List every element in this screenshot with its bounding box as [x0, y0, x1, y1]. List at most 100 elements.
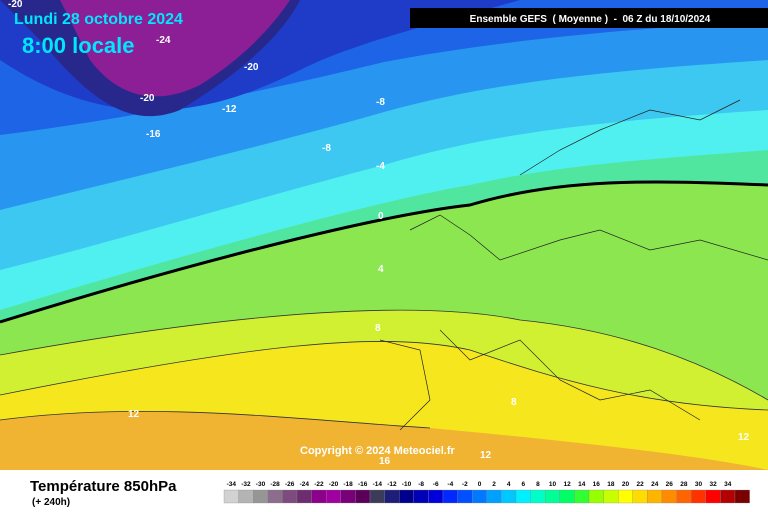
scale-swatch [282, 489, 298, 504]
scale-label: 26 [666, 481, 674, 488]
copyright: Copyright © 2024 Meteociel.fr [300, 445, 456, 457]
scale-swatch [632, 489, 648, 504]
scale-label: 22 [636, 481, 644, 488]
scale-swatch [311, 489, 327, 504]
contour-label: 12 [738, 432, 750, 443]
contour-label: -16 [146, 129, 161, 140]
contour-label: -20 [8, 0, 23, 10]
contour-label: 16 [379, 456, 391, 467]
scale-label: 32 [709, 481, 717, 488]
scale-label: 16 [593, 481, 601, 488]
date: Lundi 28 octobre 2024 [14, 11, 183, 28]
scale-swatch [399, 489, 414, 504]
scale-label: -26 [285, 481, 295, 488]
contour-label: 8 [511, 397, 517, 408]
contour-label: 4 [378, 264, 384, 275]
scale-swatch [647, 489, 663, 504]
scale-label: -2 [462, 481, 468, 488]
scale-label: -12 [387, 481, 397, 488]
scale-label: 14 [578, 481, 586, 488]
map [0, 0, 768, 470]
contour-label: -12 [222, 104, 237, 115]
scale-label: 12 [563, 481, 571, 488]
scale-swatch [296, 489, 312, 504]
contour-labels: -20 -24 -20 -20 -12 -8 -16 -8 -4 0 4 8 8 12 12 16 12 [8, 0, 750, 467]
scale-label: 34 [724, 481, 732, 488]
scale-label: -4 [447, 481, 453, 488]
scale-swatch [340, 489, 356, 504]
model-banner [410, 8, 768, 28]
scale-label: 20 [622, 481, 630, 488]
contour-label: -8 [376, 97, 385, 108]
scale-swatch [676, 489, 692, 504]
contour-label: -20 [140, 93, 155, 104]
scale-label: 2 [492, 481, 496, 488]
scale-swatch [355, 489, 371, 504]
scale-label: -22 [314, 481, 324, 488]
scale-swatch [618, 489, 633, 504]
scale-swatch [691, 489, 706, 504]
scale-label: 10 [549, 481, 557, 488]
scale-swatch [705, 489, 721, 504]
scale-label: 4 [507, 481, 511, 488]
scale-swatch [326, 489, 341, 504]
scale-swatch [530, 489, 546, 504]
contour-label: -24 [156, 35, 171, 46]
scale-label: -34 [227, 481, 237, 488]
scale-swatch [720, 489, 736, 504]
scale-swatch [603, 489, 619, 504]
scale-swatch [238, 489, 254, 504]
footer-title: Température 850hPa [30, 478, 177, 495]
scale-swatch [545, 489, 560, 504]
coastlines [379, 99, 768, 431]
scale-label: 30 [695, 481, 703, 488]
scale-label: 24 [651, 481, 659, 488]
zero-isotherm [0, 180, 768, 324]
scale-label: 8 [536, 481, 540, 488]
scale-label: -24 [300, 481, 310, 488]
contour-label: -4 [376, 161, 385, 172]
scale-label: -8 [418, 481, 424, 488]
scale-swatch [588, 489, 604, 504]
scale-swatch [384, 489, 400, 504]
scale-label: -14 [373, 481, 383, 488]
time: 8:00 locale [22, 33, 135, 58]
scale-swatch [734, 489, 750, 504]
contour-label: 0 [378, 211, 384, 222]
contour-label: 8 [375, 323, 381, 334]
band-purple [60, 0, 290, 97]
scale-label: -28 [270, 481, 280, 488]
scale-label: -10 [402, 481, 412, 488]
scale-swatch [559, 489, 575, 504]
color-scale: -34 -32 -30 -28 -26 -24 -22 -20 -18 -16 -14 -12 -10-… [223, 481, 750, 504]
contour-label: 12 [480, 450, 492, 461]
contour-label: -20 [244, 62, 259, 73]
contour-label: -8 [322, 143, 331, 154]
scale-swatch [574, 489, 590, 504]
scale-label: 6 [521, 481, 525, 488]
scale-swatch [442, 489, 458, 504]
footer-subtitle: (+ 240h) [32, 497, 70, 508]
scale-swatch [223, 489, 239, 504]
scale-label: -18 [343, 481, 353, 488]
scale-swatch [457, 489, 473, 504]
scale-swatch [369, 489, 385, 504]
scale-swatch [472, 489, 487, 504]
scale-label: -16 [358, 481, 368, 488]
scale-swatch [515, 489, 531, 504]
model-info: Ensemble GEFS ( Moyenne ) - 06 Z du 18/1… [470, 14, 711, 25]
scale-swatch [486, 489, 502, 504]
scale-swatch [501, 489, 517, 504]
scale-swatch [267, 489, 283, 504]
scale-label: -30 [256, 481, 266, 488]
scale-label: -32 [241, 481, 251, 488]
contour-label: 12 [128, 409, 140, 420]
scale-label: -20 [329, 481, 339, 488]
scale-label: -6 [433, 481, 439, 488]
scale-swatch [253, 489, 268, 504]
scale-swatch [661, 489, 677, 504]
scale-label: 18 [607, 481, 615, 488]
scale-swatch [413, 489, 429, 504]
